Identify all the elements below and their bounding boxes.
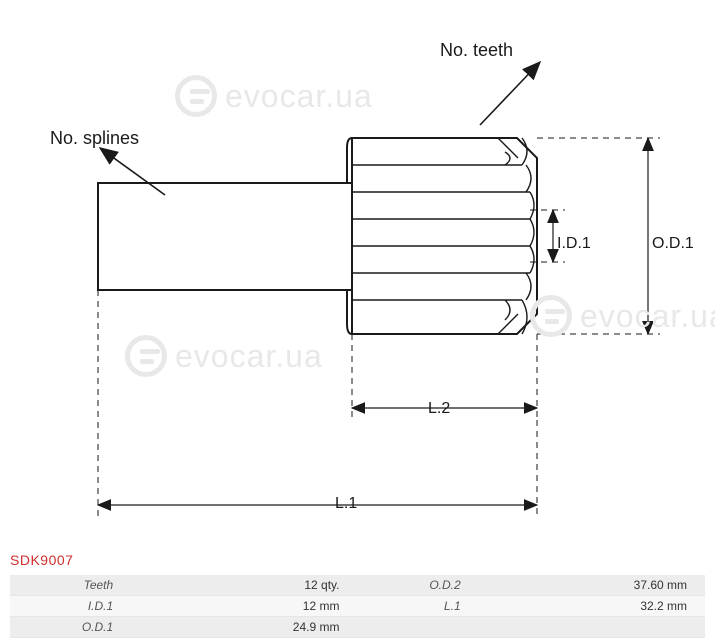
part-code: SDK9007 — [10, 552, 73, 568]
table-row: I.D.1 12 mm L.1 32.2 mm — [10, 596, 705, 617]
spec-label: L.1 — [357, 596, 468, 617]
spec-label: O.D.2 — [357, 575, 468, 596]
spec-value: 32.2 mm — [469, 596, 705, 617]
spec-value: 12 qty. — [121, 575, 357, 596]
drawing-svg — [0, 0, 715, 555]
spec-value: 12 mm — [121, 596, 357, 617]
shaft — [98, 183, 352, 290]
table-row: Teeth 12 qty. O.D.2 37.60 mm — [10, 575, 705, 596]
spec-value: 24.9 mm — [121, 617, 357, 638]
spec-value: 37.60 mm — [469, 575, 705, 596]
callout-od1: O.D.1 — [652, 235, 694, 253]
callout-splines: No. splines — [50, 128, 139, 149]
callout-l1: L.1 — [335, 495, 357, 513]
callout-teeth: No. teeth — [440, 40, 513, 61]
spec-label — [357, 617, 468, 638]
table-row: O.D.1 24.9 mm — [10, 617, 705, 638]
spec-label: Teeth — [10, 575, 121, 596]
spec-label: I.D.1 — [10, 596, 121, 617]
spec-label: O.D.1 — [10, 617, 121, 638]
spec-table: Teeth 12 qty. O.D.2 37.60 mm I.D.1 12 mm… — [10, 575, 705, 638]
spec-value — [469, 617, 705, 638]
spec-table-body: Teeth 12 qty. O.D.2 37.60 mm I.D.1 12 mm… — [10, 575, 705, 638]
callout-l2: L.2 — [428, 400, 450, 418]
technical-drawing — [0, 0, 715, 555]
callout-id1: I.D.1 — [557, 235, 591, 253]
